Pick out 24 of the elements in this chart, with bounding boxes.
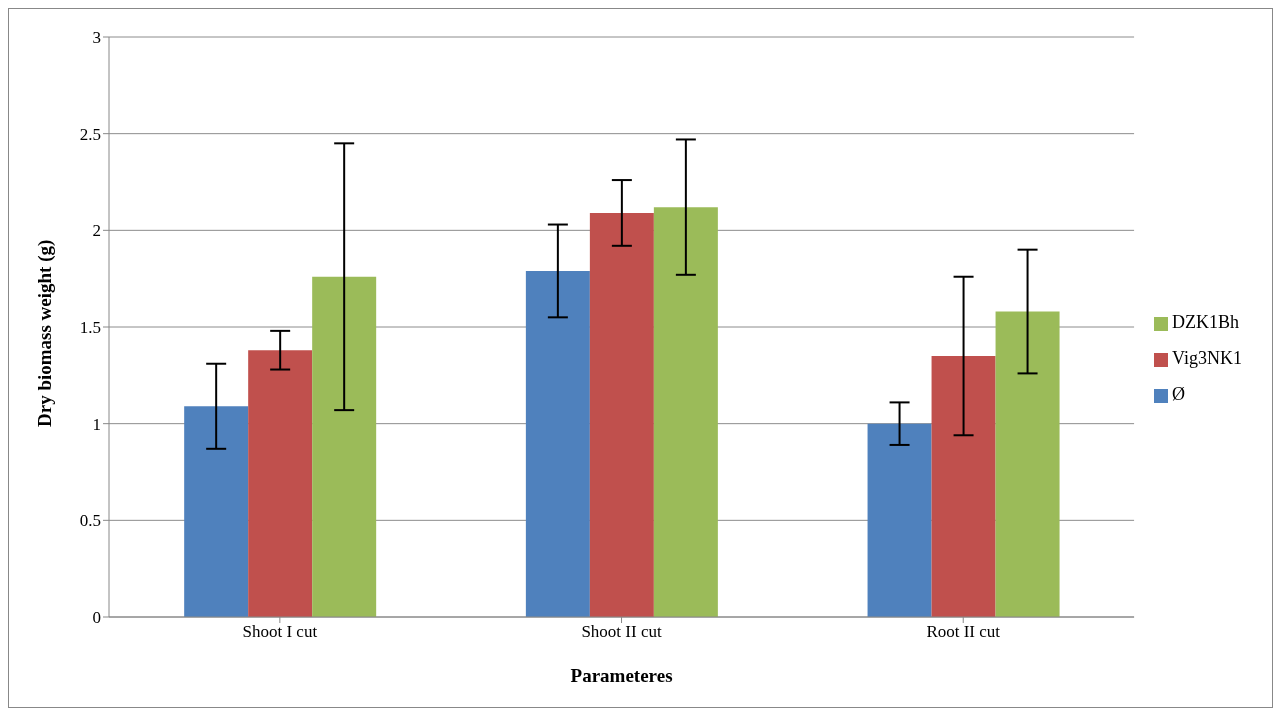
y-tick-label: 1 xyxy=(92,414,101,434)
x-tick-label: Shoot I cut xyxy=(242,622,318,642)
legend-label: DZK1Bh xyxy=(1172,312,1240,332)
bar xyxy=(995,311,1060,617)
y-tick-label: 0 xyxy=(92,608,101,628)
y-tick-label: 2.5 xyxy=(79,124,101,144)
x-tick-label: Shoot II cut xyxy=(581,622,662,642)
bar xyxy=(184,406,249,617)
x-axis-title: Parameteres xyxy=(570,665,673,686)
bar xyxy=(931,356,996,617)
bar xyxy=(589,212,654,617)
y-axis-title: Dry biomass weight (g) xyxy=(33,239,56,427)
bar xyxy=(867,423,932,617)
bar xyxy=(525,270,590,617)
y-tick-label: 2 xyxy=(92,221,101,241)
y-tick-label: 0.5 xyxy=(79,511,101,531)
y-tick-label: 3 xyxy=(92,28,101,48)
legend-label: Vig3NK1 xyxy=(1172,348,1242,368)
y-tick-label: 1.5 xyxy=(79,318,101,338)
bar xyxy=(248,350,313,617)
bar xyxy=(312,276,377,617)
bar xyxy=(653,207,718,617)
x-tick-label: Root II cut xyxy=(926,622,1001,642)
legend-label: Ø xyxy=(1172,384,1186,404)
